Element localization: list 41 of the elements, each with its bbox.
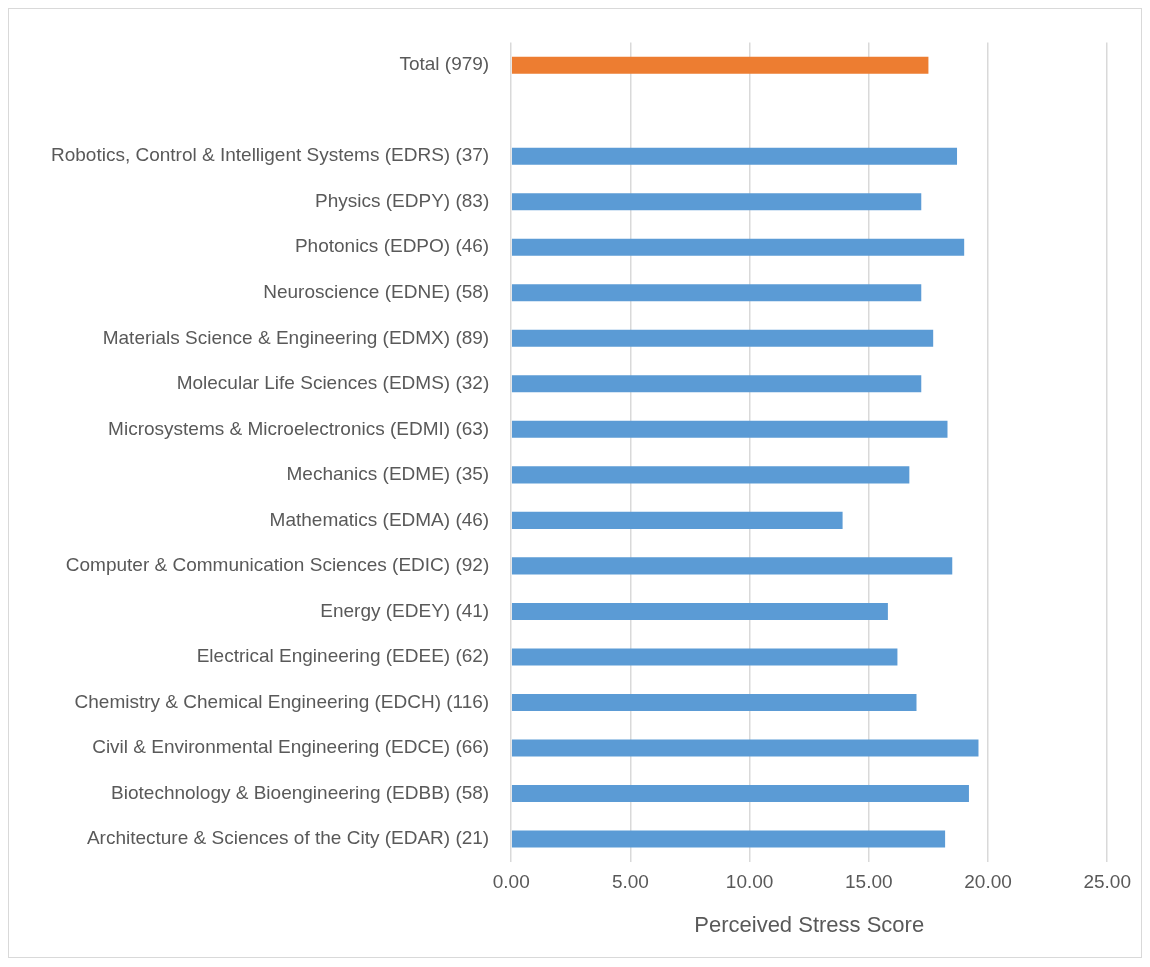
x-axis-title: Perceived Stress Score [694,911,925,937]
x-tick-label: 15.00 [845,871,893,893]
bar [511,784,969,803]
bar [511,830,946,848]
bar [511,557,953,575]
x-tick-label: 0.00 [492,871,530,893]
y-tick-label: Civil & Environmental Engineering (EDCE) (66) [92,736,490,758]
y-tick-label: Energy (EDEY) (41) [320,599,490,621]
bar [511,56,929,74]
bar [511,648,898,666]
y-tick-label: Materials Science & Engineering (EDMX) (89) [102,326,490,348]
y-tick-label: Microsystems & Microelectronics (EDMI) (63) [108,417,490,439]
bar [511,602,888,620]
y-tick-label: Biotechnology & Bioengineering (EDBB) (58) [111,781,490,803]
bar [511,193,922,211]
bar [511,466,910,484]
y-tick-label: Mechanics (EDME) (35) [286,463,490,485]
bar [511,739,979,757]
y-tick-label: Robotics, Control & Intelligent Systems (EDRS) (37) [50,144,490,166]
bar [511,420,948,438]
x-tick-label: 10.00 [725,871,774,893]
bar [511,284,922,302]
bar [511,511,843,529]
y-tick-label: Mathematics (EDMA) (46) [269,508,490,530]
y-tick-label: Computer & Communication Sciences (EDIC) (92) [65,554,490,576]
y-tick-label: Chemistry & Chemical Engineering (EDCH) (116) [74,690,490,712]
bar [511,693,917,712]
y-tick-label: Electrical Engineering (EDEE) (62) [196,645,490,667]
bar [511,147,958,165]
y-tick-label: Neuroscience (EDNE) (58) [263,281,490,303]
bar [511,238,965,256]
y-tick-label: Total (979) [399,53,490,75]
y-tick-label: Molecular Life Sciences (EDMS) (32) [176,372,490,394]
bar [511,375,922,393]
y-tick-label: Photonics (EDPO) (46) [294,235,490,257]
y-tick-label: Physics (EDPY) (83) [315,189,490,211]
y-tick-label: Architecture & Sciences of the City (EDAR) (21) [86,827,490,849]
x-tick-label: 25.00 [1083,871,1131,893]
x-tick-label: 5.00 [611,871,649,893]
x-tick-label: 20.00 [964,871,1012,893]
bar [511,329,934,347]
